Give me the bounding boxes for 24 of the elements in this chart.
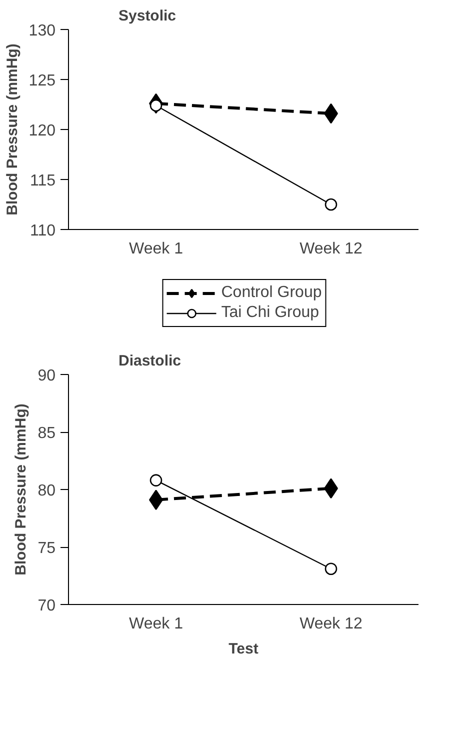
y-axis-title: Blood Pressure (mmHg) (4, 44, 21, 216)
y-tick-label: 125 (28, 72, 56, 90)
y-tick-label: 120 (28, 122, 56, 140)
chart-title: Diastolic (118, 352, 182, 370)
y-tick-label: 130 (28, 22, 56, 40)
y-tick-label: 75 (38, 540, 56, 557)
y-tick-label: 80 (38, 482, 56, 500)
legend-label: Tai Chi Group (221, 304, 320, 322)
y-tick-label: 110 (30, 222, 56, 240)
legend-label: Control Group (221, 284, 322, 302)
point (150, 474, 162, 486)
y-tick-label: 70 (38, 598, 56, 614)
x-axis-title: Test (228, 640, 258, 658)
x-tick-label: Week 1 (129, 616, 184, 632)
x-tick-label: Week 1 (129, 240, 184, 258)
x-tick-label: Week 12 (300, 616, 363, 632)
y-axis-title: Blood Pressure (mmHg) (12, 404, 30, 576)
chart-title: Systolic (118, 8, 176, 24)
y-tick-label: 85 (38, 425, 56, 442)
point (324, 198, 338, 211)
y-tick-label: 115 (30, 172, 56, 190)
point (324, 562, 338, 575)
x-tick-label: Week 12 (300, 240, 363, 258)
y-tick-label: 90 (38, 368, 56, 384)
